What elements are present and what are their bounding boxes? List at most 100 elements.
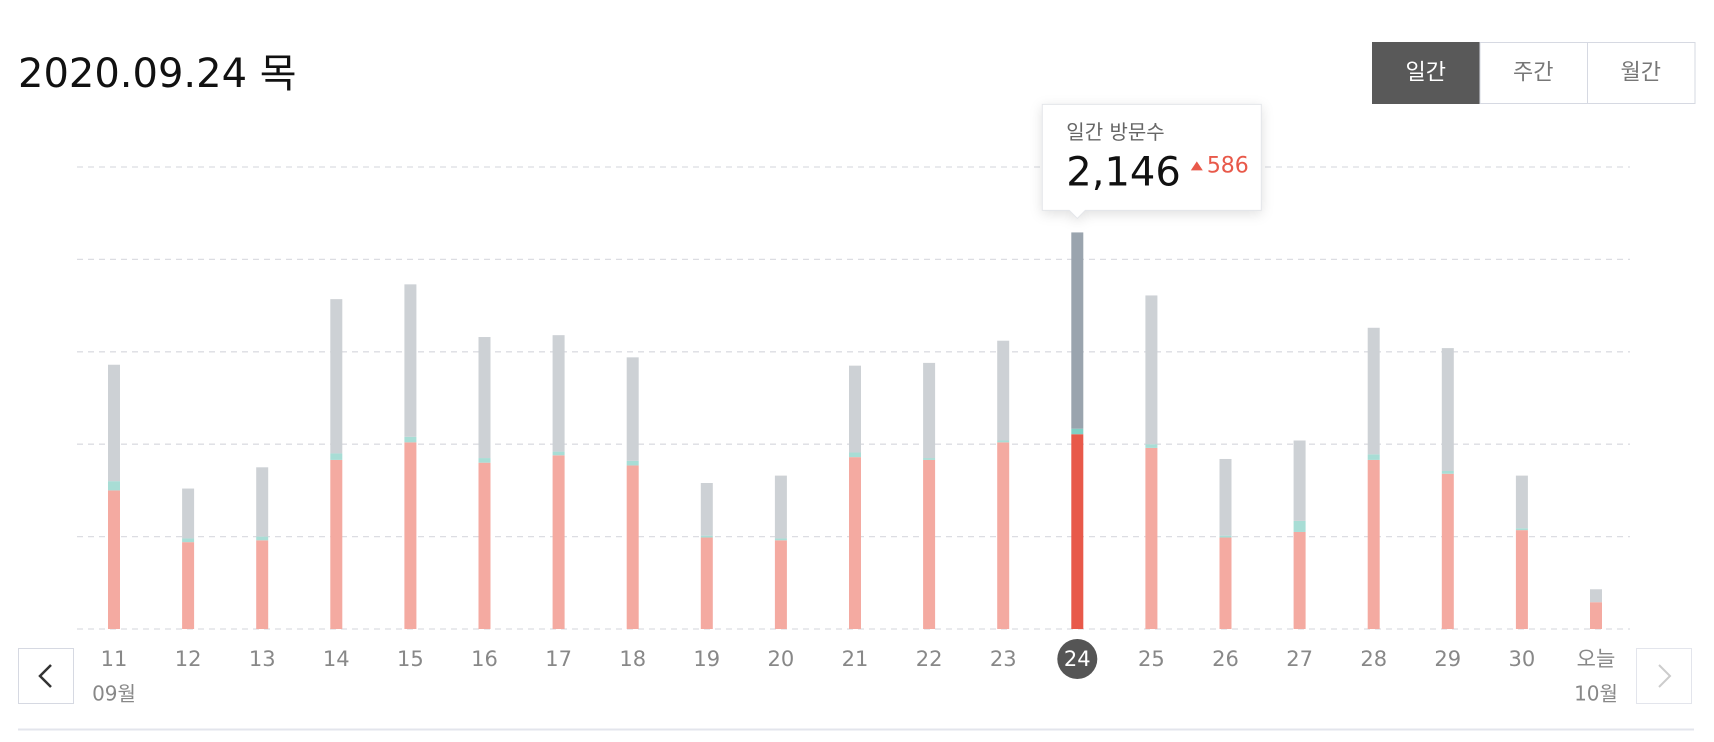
bar-segment	[1293, 440, 1306, 521]
bar-segment	[923, 459, 936, 629]
bar-segment	[1441, 473, 1454, 629]
bar-segment	[997, 442, 1010, 629]
next-icon	[1658, 664, 1672, 688]
bar-segment	[1590, 589, 1602, 603]
bar-segment	[552, 455, 565, 629]
tooltip-value: 2,146	[1066, 149, 1181, 195]
tab-label[interactable]: 월간	[1621, 61, 1661, 86]
bar-segment	[182, 538, 195, 543]
x-tick-label[interactable]: 26	[1212, 647, 1239, 671]
bar-segment	[330, 459, 343, 629]
x-tick-label[interactable]: 17	[545, 647, 572, 671]
bar-segment	[552, 335, 565, 452]
x-tick-label[interactable]: 16	[471, 647, 498, 671]
x-tick-label[interactable]: 20	[768, 647, 795, 671]
bar-segment	[108, 364, 120, 482]
x-tick-label[interactable]: 12	[175, 647, 202, 671]
bar-segment	[1441, 348, 1454, 471]
x-tick-label[interactable]: 11	[101, 647, 128, 671]
bar-segment	[182, 488, 195, 539]
tab-label[interactable]: 일간	[1406, 61, 1446, 86]
tab-box[interactable]	[1479, 42, 1588, 104]
bar-segment	[997, 340, 1010, 441]
change-arrow	[1190, 161, 1203, 171]
bar-segment	[552, 451, 565, 456]
next-box[interactable]	[1636, 648, 1692, 704]
bar-segment	[182, 542, 195, 629]
tooltip-label: 일간 방문수	[1066, 120, 1164, 144]
bar-segment	[1367, 454, 1380, 460]
month-label: 10월	[1574, 682, 1618, 706]
bar-segment	[774, 540, 787, 629]
x-tick-label[interactable]: 19	[693, 647, 720, 671]
bar-segment	[774, 538, 787, 541]
tab[interactable]: 월간	[1587, 42, 1696, 104]
bar-segment	[108, 490, 120, 629]
bar-segment	[404, 436, 417, 443]
x-tick-label[interactable]: 28	[1360, 647, 1387, 671]
tab-box[interactable]	[1587, 42, 1696, 104]
bar-segment	[478, 337, 491, 459]
bar-segment	[1515, 530, 1528, 629]
x-tick-label[interactable]: 29	[1434, 647, 1461, 671]
bar-segment	[478, 462, 491, 629]
bar-segment	[626, 357, 639, 461]
tab-label[interactable]: 주간	[1513, 61, 1553, 86]
x-tick-label[interactable]: 18	[619, 647, 646, 671]
tooltip-box	[1041, 103, 1262, 220]
x-tick-label[interactable]: 22	[916, 647, 943, 671]
bar-segment	[1071, 232, 1084, 429]
bar-segment	[256, 536, 269, 541]
bar-segment	[1145, 444, 1158, 448]
bar-segment	[1219, 458, 1232, 536]
bar-segment	[478, 458, 491, 463]
x-tick-label[interactable]: 24	[1064, 647, 1091, 671]
bar-segment	[1219, 535, 1232, 538]
tab[interactable]: 일간	[1372, 42, 1481, 104]
x-tick-label[interactable]: 오늘	[1577, 647, 1616, 671]
bar-segment	[330, 453, 343, 460]
selected-marker	[1057, 639, 1098, 679]
bar-segment	[1590, 602, 1602, 629]
tooltip: 일간 방문수 2,146 586	[1041, 103, 1262, 220]
bar-segment	[256, 540, 269, 629]
prev-box[interactable]	[18, 648, 74, 704]
tab-box[interactable]	[1372, 42, 1481, 104]
bar-segment	[923, 458, 936, 460]
page-title: 2020.09.24 목	[18, 51, 297, 97]
bar-segment	[774, 475, 787, 539]
tooltip-change: 586	[1207, 153, 1249, 178]
x-tick-label[interactable]: 30	[1509, 647, 1536, 671]
x-tick-label[interactable]: 25	[1138, 647, 1165, 671]
x-tick-label[interactable]: 23	[990, 647, 1017, 671]
bar-segment	[1367, 327, 1380, 455]
x-tick-label[interactable]: 15	[397, 647, 424, 671]
next-button[interactable]	[1636, 648, 1692, 704]
x-tick-label[interactable]: 21	[842, 647, 869, 671]
x-tick-label[interactable]: 27	[1286, 647, 1313, 671]
bar-segment	[849, 452, 861, 458]
bar-segment	[1145, 447, 1158, 629]
month-label: 09월	[92, 682, 136, 706]
tab[interactable]: 주간	[1479, 42, 1588, 104]
bar-segment	[849, 457, 861, 629]
bar-segment	[1071, 428, 1084, 435]
bar-segment	[404, 442, 417, 629]
bar-segment	[404, 284, 417, 437]
prev-button[interactable]	[18, 648, 74, 704]
bar-segment	[700, 537, 713, 629]
bar-segment	[1367, 459, 1380, 629]
bar-segment	[1293, 531, 1306, 629]
x-tick-label[interactable]: 13	[249, 647, 276, 671]
bar-segment	[700, 483, 713, 536]
bar-segment	[1071, 434, 1084, 629]
bar-segment	[108, 481, 120, 491]
x-tick-label[interactable]: 14	[323, 647, 350, 671]
bar-segment	[923, 362, 936, 459]
bar-segment	[849, 365, 861, 453]
bar-segment	[1219, 537, 1232, 629]
bar-segment	[1293, 520, 1306, 532]
bar-segment	[256, 467, 269, 537]
